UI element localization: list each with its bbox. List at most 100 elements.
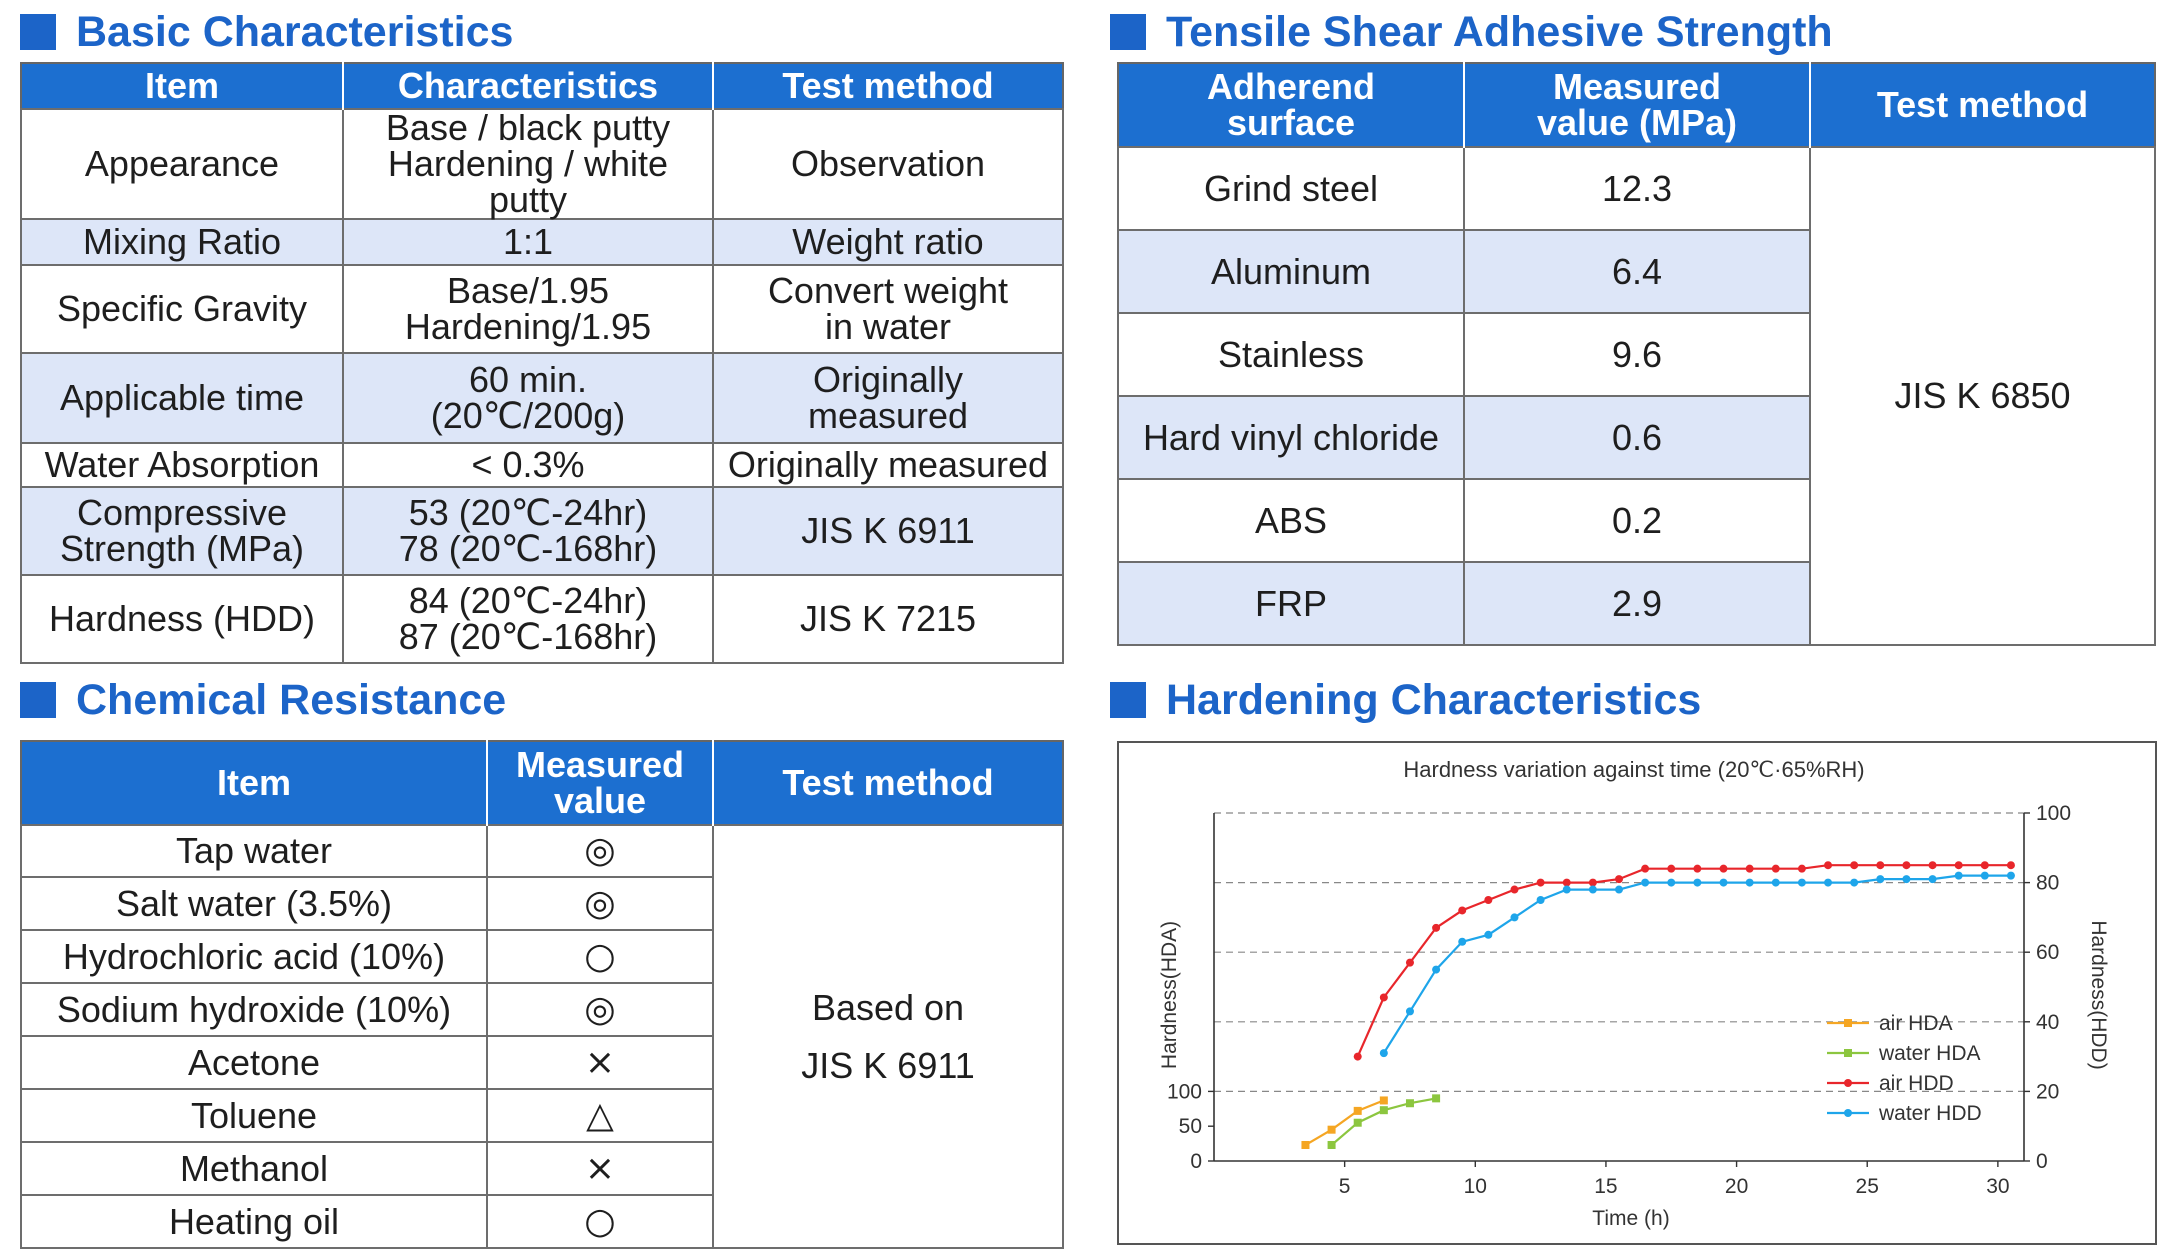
data-point [1484, 896, 1493, 904]
cell-item: Toluene [20, 1088, 488, 1143]
data-point [1745, 878, 1754, 887]
title-square-icon [1110, 14, 1146, 50]
data-point [1850, 878, 1859, 887]
data-point [1641, 864, 1650, 873]
data-point [1850, 861, 1859, 870]
table-row: Heating oil ○ [20, 1194, 1063, 1249]
cell-rating: ◎ [486, 982, 714, 1037]
cell-surface: Aluminum [1117, 229, 1465, 314]
x-tick-label: 20 [1725, 1175, 1748, 1198]
cell-surface: Stainless [1117, 312, 1465, 397]
legend-label: water HDA [1878, 1042, 1981, 1065]
cell-test-method: Based on JIS K 6911 [712, 824, 1064, 1249]
data-point [1797, 864, 1806, 873]
chemical-resistance-title-text: Chemical Resistance [76, 675, 507, 724]
y-axis-label-left: Hardness(HDA) [1158, 921, 1181, 1069]
cell-rating: × [486, 1141, 714, 1196]
cell-value: 1:1 [342, 218, 714, 266]
cell-item: Specific Gravity [20, 264, 344, 354]
chemical-resistance-table: Item Measured value Test method Tap wate… [20, 740, 1064, 1249]
data-point [1667, 878, 1676, 887]
data-point [1301, 1140, 1310, 1149]
cell-rating: ○ [486, 929, 714, 984]
cell-value: 12.3 [1463, 146, 1811, 231]
cell-test-method: JIS K 6850 [1809, 146, 2156, 646]
x-tick-label: 25 [1856, 1175, 1879, 1198]
table-row: ABS 0.2 [1117, 478, 2155, 563]
data-point [1745, 864, 1754, 873]
x-axis-label: Time (h) [1592, 1207, 1669, 1230]
cell-item: Methanol [20, 1141, 488, 1196]
cell-value: < 0.3% [342, 442, 714, 488]
legend-marker [1844, 1019, 1852, 1027]
data-point [1379, 993, 1388, 1002]
cell-rating: × [486, 1035, 714, 1090]
header-measured-value: Measured value [486, 741, 713, 825]
table-row: Compressive Strength (MPa) 53 (20℃-24hr)… [20, 486, 1064, 576]
basic-characteristics-table: Item Characteristics Test method Appeara… [20, 62, 1064, 664]
basic-characteristics-section: Basic Characteristics Item Characteristi… [20, 4, 1064, 664]
cell-value: Base / black putty Hardening / white put… [342, 108, 714, 220]
chart-series [1301, 861, 2015, 1149]
chart-legend: air HDA water HDA air HDD water HDD [1827, 1012, 1982, 1125]
cell-method: Weight ratio [712, 218, 1064, 266]
table-row: FRP 2.9 [1117, 561, 2155, 646]
hardness-chart: Hardness variation against time (20℃·65%… [1158, 757, 2110, 1230]
header-measured-value: Measured value (MPa) [1463, 63, 1810, 147]
cell-rating: ◎ [486, 824, 714, 878]
legend-label: air HDD [1879, 1072, 1954, 1095]
data-point [1824, 878, 1833, 887]
data-point [1379, 1049, 1388, 1058]
table-row: Appearance Base / black putty Hardening … [20, 108, 1064, 220]
header-characteristics: Characteristics [342, 63, 713, 109]
cell-item: Applicable time [20, 352, 344, 444]
cell-surface: ABS [1117, 478, 1465, 563]
chart-title: Hardness variation against time (20℃·65%… [1403, 757, 1864, 782]
y-tick-label-right: 0 [2036, 1150, 2048, 1173]
header-adherend-surface: Adherend surface [1118, 63, 1464, 147]
cell-item: Hardness (HDD) [20, 574, 344, 664]
y-tick-label-right: 80 [2036, 872, 2059, 895]
cell-item: Acetone [20, 1035, 488, 1090]
y-tick-label-left: 50 [1179, 1115, 1202, 1138]
header-test-method: Test method [712, 63, 1063, 109]
basic-characteristics-title: Basic Characteristics [20, 4, 513, 60]
y-tick-label-right: 40 [2036, 1011, 2059, 1034]
data-point [1771, 864, 1780, 873]
cell-item: Tap water [20, 824, 488, 878]
cell-rating: ◎ [486, 876, 714, 931]
chemical-resistance-title: Chemical Resistance [20, 672, 506, 728]
cell-value: 60 min. (20℃/200g) [342, 352, 714, 444]
data-point [1615, 885, 1623, 894]
data-point [1353, 1118, 1362, 1127]
cell-surface: Hard vinyl chloride [1117, 395, 1465, 480]
cell-surface: Grind steel [1117, 146, 1465, 231]
data-point [1693, 864, 1702, 873]
data-point [1615, 875, 1623, 884]
data-point [1641, 878, 1650, 887]
cell-method: Observation [712, 108, 1064, 220]
cell-value: 0.2 [1463, 478, 1811, 563]
table-row: Stainless 9.6 [1117, 312, 2155, 397]
table-row: Toluene △ [20, 1088, 1063, 1143]
data-point [1876, 861, 1885, 870]
data-point [1719, 864, 1728, 873]
legend-label: water HDD [1878, 1102, 1982, 1125]
table-row: Water Absorption < 0.3% Originally measu… [20, 442, 1064, 488]
data-point [1562, 878, 1571, 887]
data-point [1353, 1106, 1362, 1115]
cell-value: 84 (20℃-24hr) 87 (20℃-168hr) [342, 574, 714, 664]
table-header-row: Adherend surface Measured value (MPa) Te… [1118, 63, 2155, 147]
x-tick-label: 15 [1594, 1175, 1617, 1198]
cell-value: Base/1.95 Hardening/1.95 [342, 264, 714, 354]
table-row: Tap water ◎ Based on JIS K 6911 [20, 824, 1064, 1249]
data-point [1588, 885, 1597, 894]
cell-rating: ○ [486, 1194, 714, 1249]
x-tick-label: 10 [1464, 1175, 1487, 1198]
cell-item: Mixing Ratio [20, 218, 344, 266]
cell-method: Originally measured [712, 352, 1064, 444]
table-row: Methanol × [20, 1141, 1063, 1196]
table-row: Hardness (HDD) 84 (20℃-24hr) 87 (20℃-168… [20, 574, 1064, 664]
data-point [1379, 1106, 1388, 1115]
x-tick-label: 5 [1339, 1175, 1351, 1198]
